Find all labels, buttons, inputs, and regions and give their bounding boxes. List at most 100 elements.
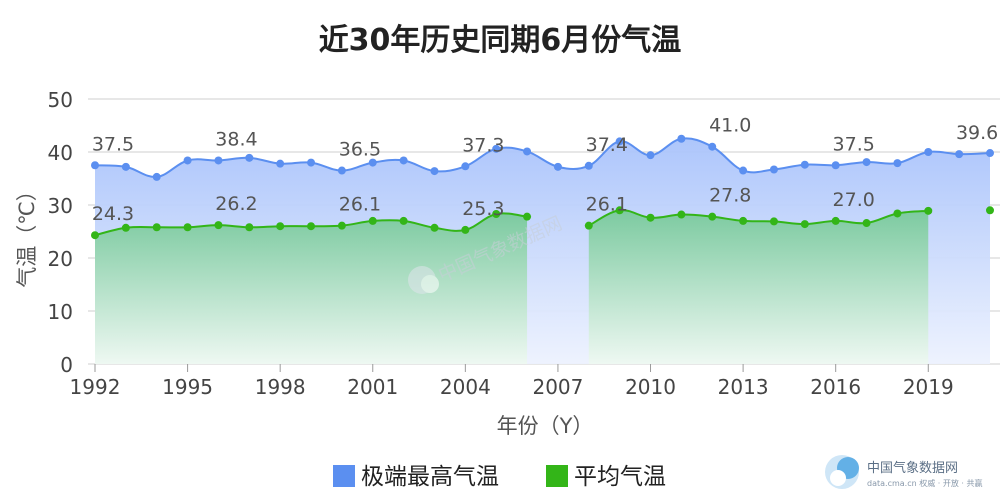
legend: 极端最高气温 平均气温 <box>333 464 666 490</box>
point-avg <box>523 212 532 221</box>
point-max <box>399 156 408 165</box>
data-label-max: 38.4 <box>215 128 257 150</box>
data-label-max: 37.4 <box>586 134 628 156</box>
point-max <box>893 159 902 168</box>
x-tick-label: 2004 <box>440 375 491 399</box>
point-max <box>553 162 562 171</box>
point-max <box>152 172 161 181</box>
point-max <box>91 161 99 170</box>
y-axis: 0 10 20 30 40 50 <box>48 88 73 377</box>
data-label-avg: 26.2 <box>215 193 257 215</box>
point-max <box>739 166 748 175</box>
chart-title: 近30年历史同期6月份气温 <box>319 23 682 58</box>
point-avg <box>430 223 439 232</box>
data-label-avg: 25.3 <box>462 198 504 220</box>
point-max <box>461 162 470 171</box>
point-avg <box>615 206 624 215</box>
point-avg <box>584 221 593 230</box>
cma-logo: 中国气象数据网 data.cma.cn 权威 · 开放 · 共赢 <box>825 455 982 489</box>
point-max <box>615 137 624 146</box>
cma-logo-sub: data.cma.cn 权威 · 开放 · 共赢 <box>867 478 982 488</box>
point-max <box>986 149 994 158</box>
point-avg <box>986 206 994 215</box>
point-avg <box>646 213 655 222</box>
x-tick-label: 2010 <box>625 375 676 399</box>
data-label-avg: 24.3 <box>92 203 134 225</box>
data-label-max: 37.3 <box>462 134 504 156</box>
x-tick-label: 2001 <box>347 375 398 399</box>
point-avg <box>461 225 470 234</box>
point-max <box>584 161 593 170</box>
point-avg <box>276 222 285 231</box>
point-max <box>183 156 192 165</box>
point-max <box>677 134 686 143</box>
y-tick-label: 30 <box>48 194 73 218</box>
data-label-avg: 26.1 <box>339 194 381 216</box>
y-axis-label: 气温（℃） <box>15 180 39 288</box>
data-label-avg: 26.1 <box>586 194 628 216</box>
point-avg <box>368 216 377 225</box>
x-tick-label: 2013 <box>718 375 769 399</box>
legend-item-avg[interactable]: 平均气温 <box>546 464 666 490</box>
point-avg <box>492 210 501 219</box>
x-tick-label: 2016 <box>810 375 861 399</box>
y-tick-label: 20 <box>48 247 73 271</box>
point-avg <box>924 206 933 215</box>
legend-swatch-max <box>333 465 355 487</box>
point-avg <box>152 223 161 232</box>
point-max <box>430 167 439 176</box>
cma-logo-name: 中国气象数据网 <box>867 460 958 476</box>
point-max <box>924 148 933 156</box>
series-areas <box>95 138 990 364</box>
point-max <box>708 142 717 151</box>
area-avg <box>588 210 929 364</box>
data-label-max: 37.5 <box>833 133 875 155</box>
point-avg <box>862 219 871 228</box>
point-avg <box>893 209 902 218</box>
point-max <box>492 144 501 153</box>
point-max <box>307 158 316 167</box>
y-tick-label: 40 <box>48 141 73 165</box>
x-tick-label: 1998 <box>255 375 306 399</box>
point-avg <box>183 223 192 232</box>
point-avg <box>121 223 130 232</box>
legend-swatch-avg <box>546 465 568 487</box>
x-tick-label: 1995 <box>162 375 213 399</box>
point-avg <box>337 221 346 230</box>
data-label-max: 41.0 <box>709 115 751 137</box>
point-max <box>523 147 532 156</box>
series-points <box>91 134 994 240</box>
point-avg <box>800 220 809 229</box>
point-max <box>121 162 130 171</box>
x-axis: 1992 1995 1998 2001 2004 2007 2010 2013 2016 2019 <box>70 364 954 399</box>
point-max <box>368 158 377 167</box>
data-label-avg: 27.0 <box>833 189 875 211</box>
point-avg <box>708 212 717 221</box>
y-tick-label: 10 <box>48 300 73 324</box>
point-max <box>769 165 778 174</box>
data-label-avg: 27.8 <box>709 185 751 207</box>
area-avg <box>95 213 528 364</box>
point-max <box>831 161 840 170</box>
point-avg <box>214 221 223 230</box>
point-avg <box>91 231 99 240</box>
point-max <box>276 159 285 168</box>
point-max <box>862 158 871 167</box>
point-max <box>955 150 964 159</box>
point-avg <box>307 222 316 231</box>
point-avg <box>769 217 778 226</box>
data-label-max: 36.5 <box>339 139 381 161</box>
x-axis-label: 年份（Y） <box>497 414 594 438</box>
x-tick-label: 2019 <box>903 375 954 399</box>
legend-label-avg: 平均气温 <box>574 464 666 490</box>
y-tick-label: 50 <box>48 88 73 112</box>
data-label-max: 37.5 <box>92 133 134 155</box>
legend-item-max[interactable]: 极端最高气温 <box>333 464 499 490</box>
x-tick-label: 2007 <box>532 375 583 399</box>
point-max <box>800 160 809 169</box>
y-tick-label: 0 <box>60 353 73 377</box>
data-label-max: 39.6 <box>956 122 998 144</box>
point-max <box>646 151 655 160</box>
x-tick-label: 1992 <box>70 375 121 399</box>
